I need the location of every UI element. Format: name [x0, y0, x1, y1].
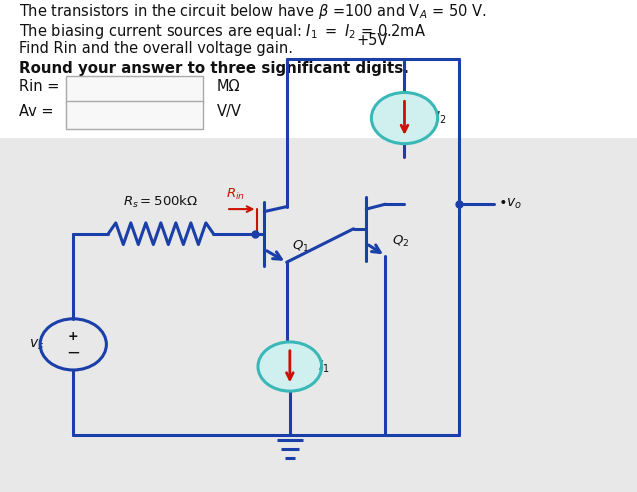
Text: −: − [66, 344, 80, 362]
Text: $Q_1$: $Q_1$ [292, 239, 309, 254]
Text: type your answer...: type your answer... [73, 80, 187, 92]
Text: MΩ: MΩ [217, 79, 240, 93]
Text: Find Rin and the overall voltage gain.: Find Rin and the overall voltage gain. [19, 41, 293, 56]
Text: +: + [68, 330, 78, 342]
Text: $Q_2$: $Q_2$ [392, 234, 409, 249]
Text: +5V: +5V [357, 33, 389, 48]
Text: $R_{in}$: $R_{in}$ [226, 186, 245, 202]
Text: The biasing current sources are equal: $I_1\ =\ I_2$ = 0.2mA: The biasing current sources are equal: $… [19, 22, 426, 41]
Text: $\bullet v_o$: $\bullet v_o$ [498, 197, 522, 212]
Text: Round your answer to three significant digits.: Round your answer to three significant d… [19, 61, 409, 75]
Text: $I_2$: $I_2$ [435, 110, 447, 126]
Text: $I_1$: $I_1$ [318, 358, 330, 375]
Text: The transistors in the circuit below have $\beta$ =100 and V$_A$ = 50 V.: The transistors in the circuit below hav… [19, 2, 487, 22]
FancyBboxPatch shape [0, 0, 637, 138]
Text: Rin =: Rin = [19, 79, 59, 93]
FancyBboxPatch shape [66, 76, 203, 104]
Circle shape [258, 342, 322, 391]
Text: V/V: V/V [217, 104, 241, 119]
Text: $R_s = 500\mathrm{k\Omega}$: $R_s = 500\mathrm{k\Omega}$ [123, 194, 199, 210]
Text: Av =: Av = [19, 104, 54, 119]
Text: type your answer...: type your answer... [73, 105, 187, 118]
FancyBboxPatch shape [66, 101, 203, 129]
Text: $v_s$: $v_s$ [29, 337, 44, 352]
Circle shape [371, 92, 438, 144]
